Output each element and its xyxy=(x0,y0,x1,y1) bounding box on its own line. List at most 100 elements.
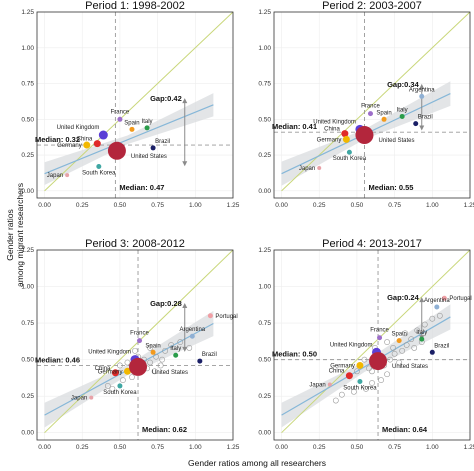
x-tick-label: 0.25 xyxy=(313,202,326,209)
median-y-label: Median: 0.50 xyxy=(272,350,317,359)
country-point xyxy=(342,135,350,143)
other-country-point xyxy=(338,391,345,398)
country-label: China xyxy=(77,137,93,143)
other-country-point xyxy=(186,345,193,351)
country-point xyxy=(441,295,447,301)
country-label: China xyxy=(95,366,111,372)
x-tick-label: 0.25 xyxy=(76,444,89,451)
country-point xyxy=(189,333,195,339)
country-label: Italy xyxy=(170,346,181,352)
identity-line xyxy=(281,11,471,192)
country-label: South Korea xyxy=(82,171,116,177)
gap-label: Gap:0.42 xyxy=(150,94,182,103)
panel-title: Period 4: 2013-2017 xyxy=(322,238,422,250)
country-label: Brazil xyxy=(155,139,170,145)
country-label: France xyxy=(361,104,380,110)
country-point xyxy=(327,382,332,387)
x-tick-label: 0.25 xyxy=(313,444,326,451)
country-point xyxy=(345,372,353,380)
other-country-point xyxy=(151,368,158,375)
country-point xyxy=(83,141,91,149)
y-tick-label: 1.25 xyxy=(21,9,34,16)
x-tick-label: 1.00 xyxy=(189,444,202,451)
country-label: South Korea xyxy=(333,156,367,162)
country-point xyxy=(65,173,70,178)
country-point xyxy=(355,126,374,145)
other-country-point xyxy=(153,353,160,360)
country-point xyxy=(381,116,387,122)
panel-frame xyxy=(36,249,234,441)
y-tick-label: 1.00 xyxy=(21,284,34,291)
country-label: United Kingdom xyxy=(313,119,356,125)
panel-frame xyxy=(36,11,234,199)
other-country-point xyxy=(104,383,111,389)
other-country-point xyxy=(414,327,421,334)
identity-line xyxy=(281,249,471,434)
other-country-point xyxy=(436,312,443,319)
panel-title: Period 3: 2008-2012 xyxy=(85,238,185,250)
country-label: Spain xyxy=(124,120,139,126)
country-label: Argentina xyxy=(409,87,435,93)
country-label: China xyxy=(324,127,340,133)
x-tick-label: 1.00 xyxy=(189,202,202,209)
fit-line xyxy=(44,104,214,175)
other-country-point xyxy=(332,397,339,404)
panel-1: Period 1: 1998-2002 Median: 0.47 Median: 0… xyxy=(21,0,239,209)
median-y-label: Median: 0.32 xyxy=(35,135,80,144)
country-label: Japan xyxy=(299,166,315,172)
country-point xyxy=(413,121,419,127)
other-country-point xyxy=(363,385,369,392)
x-tick-label: 0.50 xyxy=(114,202,127,209)
country-label: United States xyxy=(378,138,414,144)
other-country-point xyxy=(351,388,357,395)
x-tick-label: 0.00 xyxy=(275,444,288,451)
other-country-point xyxy=(429,315,436,322)
country-label: United Kingdom xyxy=(88,350,131,356)
country-point xyxy=(98,130,108,140)
gap-arrow-head-bottom xyxy=(182,161,188,167)
other-country-point xyxy=(109,385,116,392)
y-axis-title: Gender ratios among migrant researchers xyxy=(0,135,30,335)
country-label: Japan xyxy=(71,396,87,402)
country-point xyxy=(117,383,123,389)
panel-3: Period 3: 2008-2012 Median: 0.62 Median: 0… xyxy=(21,238,239,451)
fit-line xyxy=(281,316,451,416)
other-country-point xyxy=(147,359,153,366)
country-point xyxy=(369,352,388,371)
country-label: Spain xyxy=(145,343,160,349)
other-country-point xyxy=(408,336,415,343)
other-country-point xyxy=(168,342,175,348)
country-point xyxy=(197,358,203,364)
median-x-label: Median: 0.55 xyxy=(368,183,413,192)
y-tick-label: 1.00 xyxy=(258,45,271,52)
panel-title: Period 1: 1998-2002 xyxy=(85,0,185,12)
x-tick-label: 1.25 xyxy=(227,444,240,451)
gap-arrow-head-top xyxy=(419,297,425,303)
panel-4: Period 4: 2013-2017 Median: 0.64 Median: 0… xyxy=(258,238,474,451)
country-point xyxy=(93,140,101,148)
y-tick-label: 0.00 xyxy=(258,430,271,437)
y-tick-label: 0.75 xyxy=(258,81,271,88)
other-country-point xyxy=(117,362,123,369)
other-country-point xyxy=(402,330,409,337)
country-point xyxy=(123,367,131,375)
country-point xyxy=(346,149,352,155)
country-point xyxy=(419,336,425,342)
gap-label: Gap:0.24 xyxy=(387,293,420,302)
country-label: South Korea xyxy=(343,386,377,392)
y-tick-label: 0.00 xyxy=(21,430,34,437)
country-label: France xyxy=(130,331,149,337)
other-country-point xyxy=(132,347,138,354)
country-point xyxy=(117,116,123,122)
country-label: Japan xyxy=(47,173,63,179)
country-label: United States xyxy=(152,370,188,376)
y-tick-label: 0.50 xyxy=(258,357,271,364)
x-axis-title: Gender ratios among all researchers xyxy=(188,458,326,468)
y-tick-label: 0.25 xyxy=(258,393,271,400)
gap-label: Gap:0.34 xyxy=(387,80,420,89)
x-tick-label: 1.00 xyxy=(426,202,439,209)
median-x-label: Median: 0.62 xyxy=(142,425,187,434)
country-label: Japan xyxy=(309,382,325,388)
gap-label: Gap:0.28 xyxy=(150,299,182,308)
country-label: United Kingdom xyxy=(330,342,373,348)
